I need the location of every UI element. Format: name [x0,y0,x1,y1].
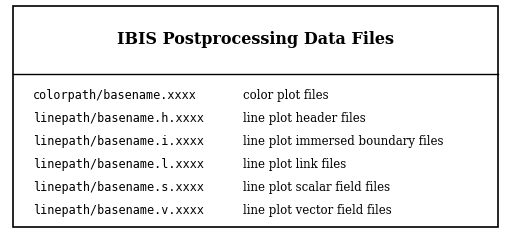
FancyBboxPatch shape [13,6,498,227]
Text: IBIS Postprocessing Data Files: IBIS Postprocessing Data Files [117,31,394,48]
Text: colorpath/basename.xxxx: colorpath/basename.xxxx [33,89,197,102]
Text: linepath/basename.s.xxxx: linepath/basename.s.xxxx [33,181,204,194]
Text: line plot header files: line plot header files [243,112,365,125]
Text: line plot immersed boundary files: line plot immersed boundary files [243,135,443,148]
Text: linepath/basename.v.xxxx: linepath/basename.v.xxxx [33,204,204,217]
Text: line plot link files: line plot link files [243,158,346,171]
Text: linepath/basename.h.xxxx: linepath/basename.h.xxxx [33,112,204,125]
Text: line plot scalar field files: line plot scalar field files [243,181,390,194]
Text: linepath/basename.i.xxxx: linepath/basename.i.xxxx [33,135,204,148]
Text: line plot vector field files: line plot vector field files [243,204,391,217]
Text: color plot files: color plot files [243,89,329,102]
Text: linepath/basename.l.xxxx: linepath/basename.l.xxxx [33,158,204,171]
